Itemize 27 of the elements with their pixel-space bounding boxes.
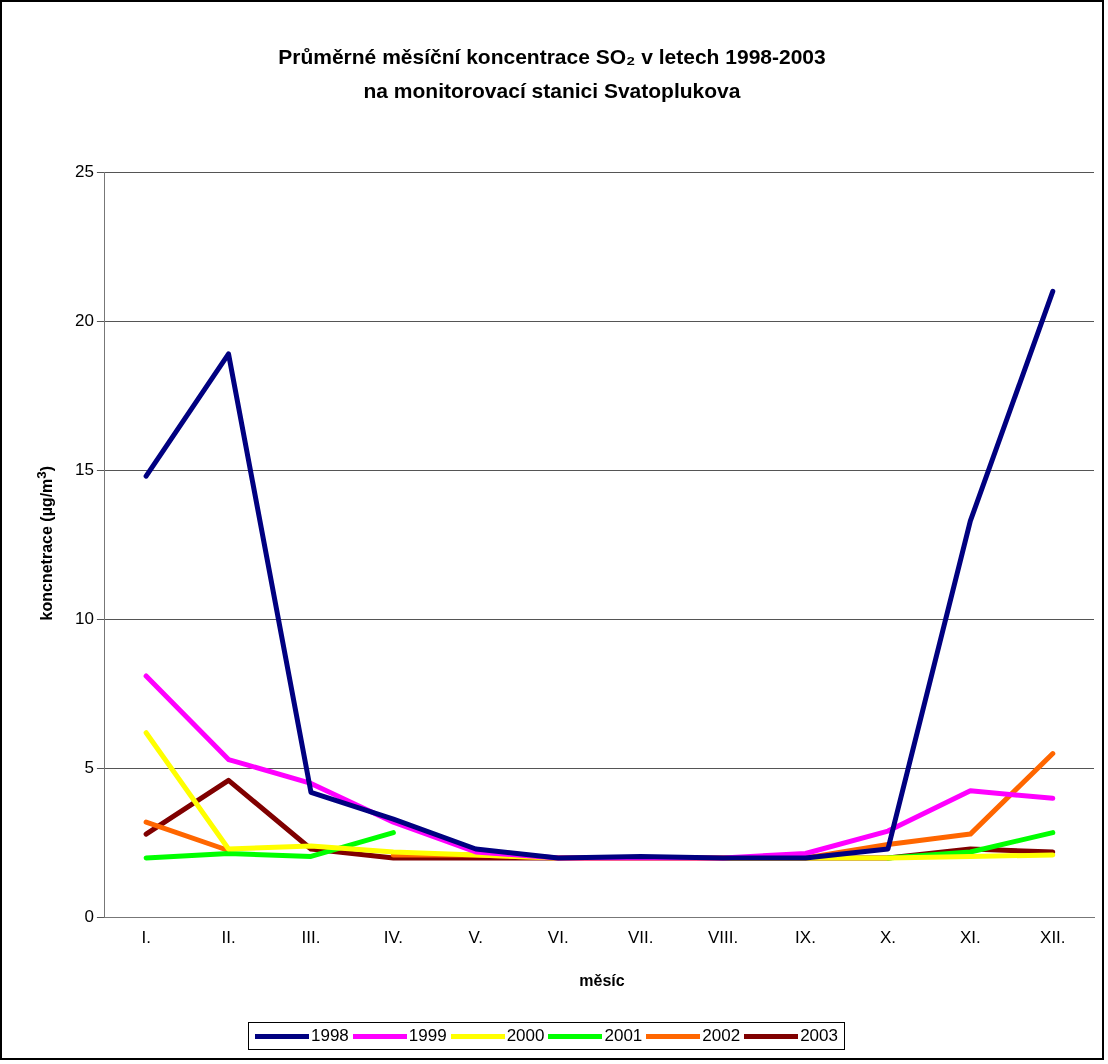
legend-label: 2000 — [506, 1026, 545, 1046]
legend-label: 2002 — [702, 1026, 741, 1046]
x-tick-label: I. — [141, 928, 151, 948]
text: Průměrné měsíční koncentrace SO₂ v letech 1998-2003 — [278, 45, 826, 68]
legend-label: 2001 — [604, 1026, 643, 1046]
y-tick-label: 0 — [84, 907, 94, 927]
x-tick-label: II. — [221, 928, 236, 948]
x-tick-label: VI. — [547, 928, 569, 948]
y-tick-label: 15 — [74, 459, 94, 479]
y-tick-label: 20 — [74, 310, 94, 330]
x-tick-label: X. — [879, 928, 896, 948]
x-tick-label: VII. — [627, 928, 654, 948]
x-tick-label: XII. — [1040, 928, 1066, 948]
x-tick-label: VIII. — [707, 928, 739, 948]
x-tick-label: III. — [301, 928, 321, 948]
legend-label: 1999 — [408, 1026, 447, 1046]
y-tick-label: 5 — [84, 758, 94, 778]
legend-label: 2003 — [800, 1026, 838, 1046]
text: na monitorovací stanici Svatoplukova — [363, 79, 741, 102]
legend-label: 1998 — [311, 1026, 349, 1046]
y-tick-label: 10 — [74, 609, 94, 629]
x-tick-label: XI. — [959, 928, 981, 948]
x-axis-title: měsíc — [578, 972, 626, 990]
y-tick-label: 25 — [74, 161, 94, 181]
x-tick-label: IV. — [383, 928, 404, 948]
x-tick-label: IX. — [795, 928, 816, 948]
x-tick-label: V. — [468, 928, 484, 948]
